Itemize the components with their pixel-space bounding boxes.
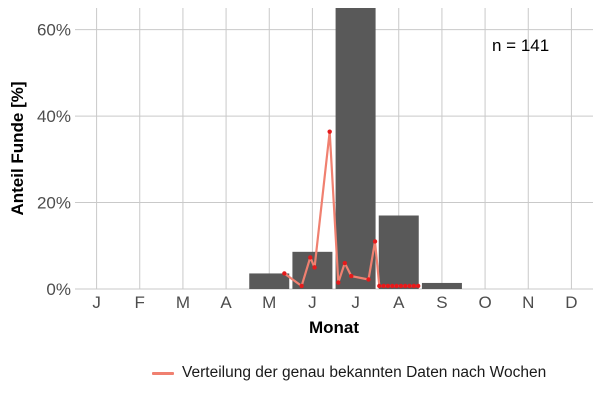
data-point [390,283,395,289]
data-point [342,260,347,266]
sample-size-annotation: n = 141 [492,36,549,55]
data-point [381,283,386,289]
data-point [394,283,399,289]
y-tick-label: 40% [37,107,71,126]
bar [335,8,376,289]
y-tick-label: 60% [37,21,71,40]
y-axis-title: Anteil Funde [%] [8,81,27,215]
data-point [403,283,408,289]
data-point [308,255,313,260]
x-tick-label: O [478,293,491,312]
data-point [398,283,404,289]
x-tick-label: M [176,293,190,312]
bars [249,8,462,289]
data-point [349,273,354,279]
data-point [282,271,287,276]
data-point [336,280,341,285]
data-point [415,283,421,289]
x-tick-label: J [351,293,360,312]
data-point [411,283,417,289]
bar [249,273,290,289]
x-tick-label: S [436,293,447,312]
x-tick-label: F [135,293,145,312]
legend-line-swatch [152,371,174,375]
y-tick-labels: 0% 20% 40% 60% [37,21,71,299]
legend: Verteilung der genau bekannten Daten nac… [152,362,546,384]
data-point [312,265,317,270]
legend-label: Verteilung der genau bekannten Daten nac… [182,364,547,381]
y-tick-label: 20% [37,194,71,213]
data-point [385,283,391,289]
y-tick-label: 0% [46,280,71,299]
data-point [407,283,412,289]
x-tick-label: A [220,293,232,312]
bar [421,282,462,289]
series-points [282,129,421,289]
data-point [299,283,304,289]
x-tick-label: J [308,293,317,312]
x-tick-label: M [262,293,276,312]
data-point [377,283,382,289]
x-tick-label: D [565,293,577,312]
data-point [372,239,378,244]
data-point [366,277,371,282]
x-tick-label: A [393,293,405,312]
x-tick-label: N [522,293,534,312]
x-axis-title: Monat [309,318,359,337]
x-tick-label: J [92,293,101,312]
data-point [327,129,332,134]
bar [378,215,419,289]
